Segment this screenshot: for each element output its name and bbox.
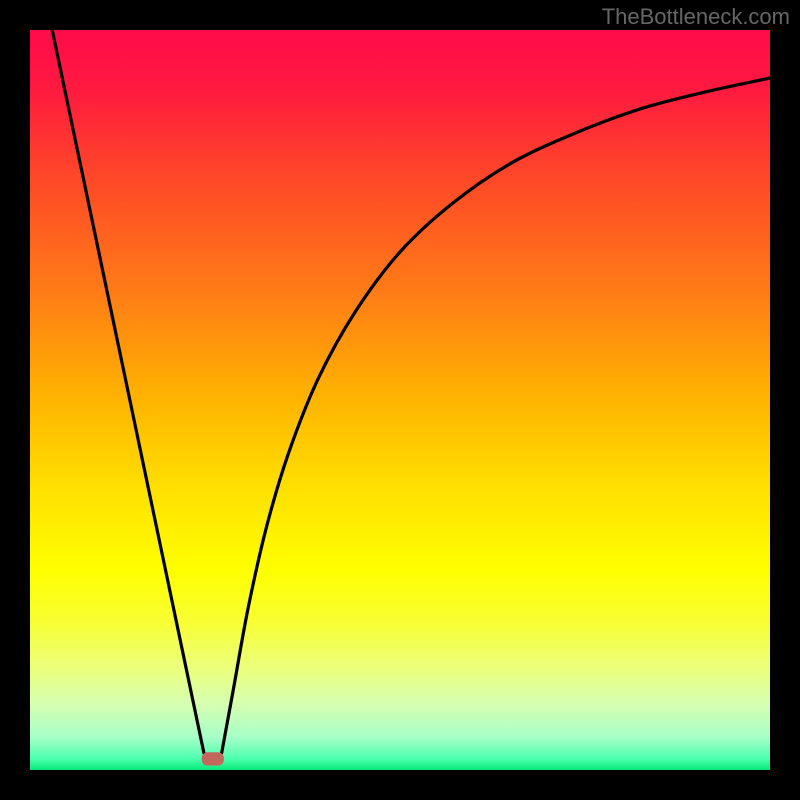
- optimum-marker: [202, 752, 224, 765]
- plot-area: [30, 30, 770, 770]
- bottleneck-chart: [0, 0, 800, 800]
- watermark-label: TheBottleneck.com: [602, 4, 790, 30]
- chart-container: TheBottleneck.com: [0, 0, 800, 800]
